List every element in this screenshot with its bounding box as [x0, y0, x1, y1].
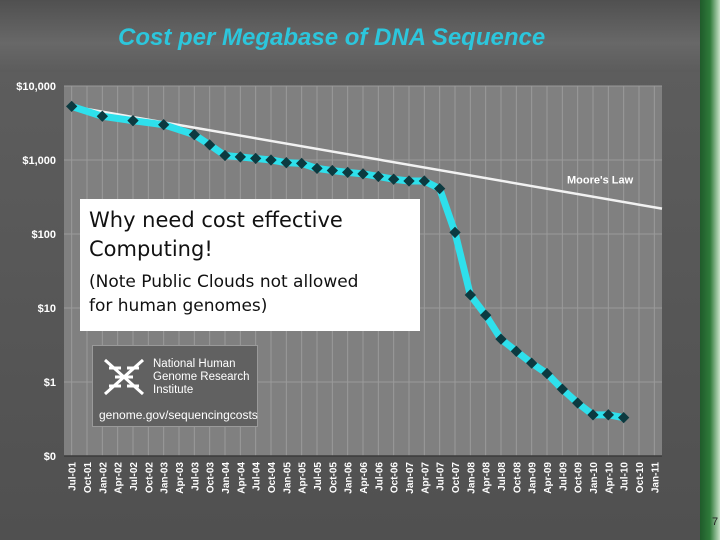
- x-tick-label: Jan-08: [466, 462, 477, 494]
- x-tick-label: Oct-05: [328, 462, 339, 494]
- logo-line-3: Institute: [153, 384, 250, 397]
- x-tick-label: Oct-01: [83, 462, 94, 494]
- x-tick-label: Jul-07: [436, 462, 447, 491]
- x-tick-label: Jul-02: [129, 462, 140, 491]
- page-number: 7: [712, 516, 718, 528]
- x-tick-label: Jul-03: [190, 462, 201, 491]
- x-tick-label: Jan-11: [650, 462, 661, 494]
- x-tick-label: Oct-07: [451, 462, 462, 494]
- dna-helix-icon: [101, 354, 147, 400]
- y-tick-label: $0: [44, 451, 56, 463]
- x-tick-label: Jul-04: [252, 462, 263, 491]
- x-tick-label: Oct-08: [512, 462, 523, 494]
- x-tick-label: Apr-08: [482, 462, 493, 494]
- y-tick-label: $1,000: [22, 155, 56, 167]
- logo-line-2: Genome Research: [153, 371, 250, 384]
- x-tick-label: Jul-08: [497, 462, 508, 491]
- x-tick-label: Jul-01: [68, 462, 79, 491]
- callout-note-line-2: for human genomes): [89, 294, 411, 318]
- logo-url: genome.gov/sequencingcosts: [99, 408, 258, 422]
- nhgri-logo: National Human Genome Research Institute…: [92, 345, 258, 427]
- callout-heading-line-1: Why need cost effective: [89, 206, 411, 235]
- x-tick-label: Apr-05: [298, 462, 309, 494]
- x-tick-label: Oct-04: [267, 462, 278, 494]
- callout-heading-line-2: Computing!: [89, 235, 411, 264]
- y-tick-label: $100: [32, 229, 56, 241]
- y-tick-label: $10: [38, 303, 56, 315]
- x-tick-label: Apr-04: [236, 462, 247, 494]
- x-tick-label: Apr-06: [359, 462, 370, 494]
- x-tick-label: Jul-09: [558, 462, 569, 491]
- x-tick-label: Jul-05: [313, 462, 324, 491]
- moores-law-label: Moore's Law: [567, 175, 634, 187]
- x-tick-label: Jan-07: [405, 462, 416, 494]
- x-tick-label: Oct-03: [206, 462, 217, 494]
- callout-box: Why need cost effective Computing! (Note…: [80, 199, 420, 331]
- callout-note-line-1: (Note Public Clouds not allowed: [89, 270, 411, 294]
- x-tick-label: Oct-09: [574, 462, 585, 494]
- logo-text: National Human Genome Research Institute: [153, 358, 250, 397]
- x-tick-label: Oct-10: [635, 462, 646, 494]
- x-tick-label: Jan-04: [221, 462, 232, 494]
- x-tick-label: Apr-02: [114, 462, 125, 494]
- x-tick-label: Apr-03: [175, 462, 186, 494]
- y-tick-label: $1: [44, 377, 56, 389]
- x-tick-label: Apr-09: [543, 462, 554, 494]
- x-tick-label: Jan-05: [282, 462, 293, 494]
- x-tick-label: Jan-02: [98, 462, 109, 494]
- x-tick-label: Jan-09: [528, 462, 539, 494]
- x-tick-label: Jan-06: [344, 462, 355, 494]
- x-tick-label: Jul-10: [620, 462, 631, 491]
- x-tick-label: Oct-06: [390, 462, 401, 494]
- x-tick-label: Apr-10: [604, 462, 615, 494]
- x-tick-label: Oct-02: [144, 462, 155, 494]
- x-tick-label: Jan-03: [160, 462, 171, 494]
- x-tick-label: Apr-07: [420, 462, 431, 494]
- x-tick-label: Jan-10: [589, 462, 600, 494]
- logo-line-1: National Human: [153, 358, 250, 371]
- y-tick-label: $10,000: [16, 81, 56, 93]
- x-tick-label: Jul-06: [374, 462, 385, 491]
